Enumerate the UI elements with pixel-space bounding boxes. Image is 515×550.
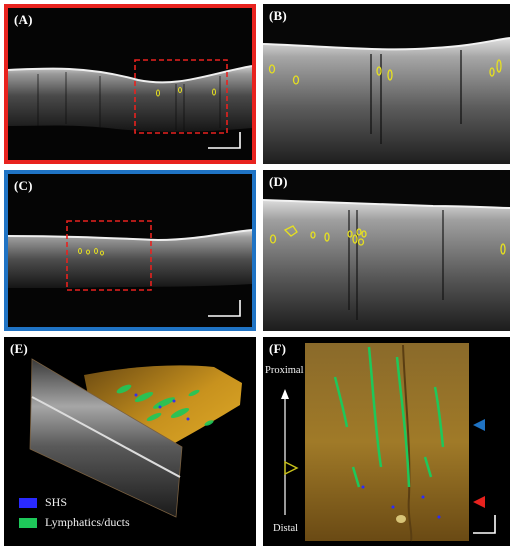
legend-swatch-lymphatics <box>19 517 37 528</box>
lymphatic-contours-c <box>78 248 104 256</box>
en-face-image-f <box>263 337 510 546</box>
legend-label-shs: SHS <box>45 495 68 509</box>
panel-label-d: (D) <box>269 174 288 189</box>
panel-b-oct-zoom: (B) <box>263 4 510 164</box>
panel-label-f: (F) <box>269 341 287 356</box>
panel-e-3d-render: (E) SHS Lymphatics/ducts <box>4 337 256 546</box>
legend-item-shs: SHS <box>19 495 67 510</box>
shs-overlay-e <box>134 393 190 421</box>
arrow-hollow <box>284 460 299 476</box>
panel-f-en-face: (F) Proximal Distal <box>263 337 510 546</box>
axis-arrowhead <box>281 389 289 399</box>
panel-label-e: (E) <box>10 341 28 356</box>
oct-image-c <box>8 174 252 327</box>
lymphatics-overlay-e <box>116 384 214 426</box>
lymphatic-contours-d <box>269 225 506 255</box>
scale-bar-a <box>208 132 241 149</box>
arrow-blue <box>473 419 485 431</box>
legend-label-lymphatics: Lymphatics/ducts <box>45 515 130 529</box>
lymphatic-contours-b <box>268 59 502 85</box>
oct-image-d <box>263 170 510 331</box>
oct-image-b <box>263 4 510 164</box>
legend-item-lymphatics: Lymphatics/ducts <box>19 515 130 530</box>
roi-box-c <box>66 220 152 291</box>
axis-label-distal: Distal <box>273 523 299 534</box>
shs-overlay-f <box>361 485 441 519</box>
arrow-red <box>473 496 485 508</box>
panel-c-oct-bscan: (C) <box>4 170 256 331</box>
scale-bar-f <box>473 515 496 534</box>
panel-d-oct-zoom: (D) <box>263 170 510 331</box>
scale-bar-c <box>208 300 241 317</box>
roi-box-a <box>134 59 228 134</box>
volume-render-e <box>4 337 256 546</box>
panel-label-c: (C) <box>14 178 33 193</box>
axis-label-proximal: Proximal <box>265 365 304 376</box>
panel-label-b: (B) <box>269 8 287 23</box>
legend-swatch-shs <box>19 497 37 508</box>
lymphatic-contours-a <box>156 87 216 97</box>
lymphatics-overlay-f <box>333 346 445 488</box>
panel-a-oct-bscan: (A) <box>4 4 256 164</box>
panel-label-a: (A) <box>14 12 33 27</box>
oct-image-a <box>8 8 252 160</box>
